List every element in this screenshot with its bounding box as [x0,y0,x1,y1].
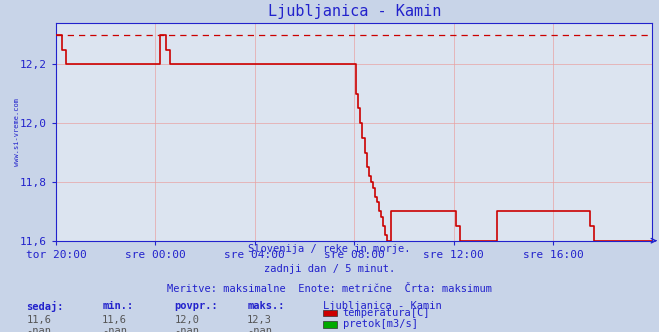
Text: 11,6: 11,6 [102,315,127,325]
Text: min.:: min.: [102,301,133,311]
Text: -nan: -nan [247,326,272,332]
Text: -nan: -nan [175,326,200,332]
Text: zadnji dan / 5 minut.: zadnji dan / 5 minut. [264,264,395,274]
Text: maks.:: maks.: [247,301,285,311]
Text: Meritve: maksimalne  Enote: metrične  Črta: maksimum: Meritve: maksimalne Enote: metrične Črta… [167,284,492,294]
Text: Ljubljanica - Kamin: Ljubljanica - Kamin [323,301,442,311]
Text: Slovenija / reke in morje.: Slovenija / reke in morje. [248,244,411,254]
Text: 12,0: 12,0 [175,315,200,325]
Text: www.si-vreme.com: www.si-vreme.com [14,98,20,166]
Text: -nan: -nan [102,326,127,332]
Text: povpr.:: povpr.: [175,301,218,311]
Text: -nan: -nan [26,326,51,332]
Text: sedaj:: sedaj: [26,301,64,312]
Text: 12,3: 12,3 [247,315,272,325]
Title: Ljubljanica - Kamin: Ljubljanica - Kamin [268,4,441,19]
Text: temperatura[C]: temperatura[C] [343,308,430,318]
Text: 11,6: 11,6 [26,315,51,325]
Text: pretok[m3/s]: pretok[m3/s] [343,319,418,329]
